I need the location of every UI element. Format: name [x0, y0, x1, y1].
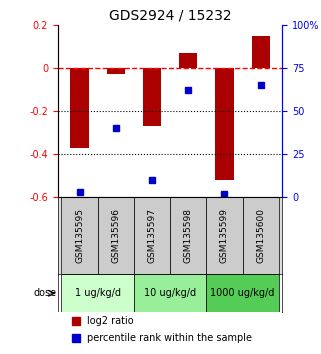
FancyBboxPatch shape: [61, 198, 98, 274]
FancyBboxPatch shape: [206, 198, 243, 274]
Text: dose: dose: [34, 288, 57, 298]
Bar: [107, 68, 125, 74]
FancyBboxPatch shape: [98, 198, 134, 274]
FancyBboxPatch shape: [243, 198, 279, 274]
FancyBboxPatch shape: [61, 274, 134, 312]
FancyBboxPatch shape: [206, 274, 279, 312]
Bar: [71, 68, 89, 148]
Bar: [215, 68, 234, 180]
Bar: [179, 53, 197, 68]
FancyBboxPatch shape: [134, 274, 206, 312]
Text: GSM135595: GSM135595: [75, 208, 84, 263]
Text: percentile rank within the sample: percentile rank within the sample: [87, 333, 252, 343]
Text: 1000 ug/kg/d: 1000 ug/kg/d: [211, 288, 275, 298]
Text: GSM135598: GSM135598: [184, 208, 193, 263]
FancyBboxPatch shape: [170, 198, 206, 274]
Text: log2 ratio: log2 ratio: [87, 316, 134, 326]
Text: GSM135597: GSM135597: [148, 208, 157, 263]
Text: GSM135600: GSM135600: [256, 208, 265, 263]
Title: GDS2924 / 15232: GDS2924 / 15232: [109, 8, 231, 22]
Text: GSM135599: GSM135599: [220, 208, 229, 263]
FancyBboxPatch shape: [134, 198, 170, 274]
Bar: [252, 35, 270, 68]
Bar: [143, 68, 161, 126]
Text: GSM135596: GSM135596: [111, 208, 120, 263]
Text: 1 ug/kg/d: 1 ug/kg/d: [75, 288, 121, 298]
Text: 10 ug/kg/d: 10 ug/kg/d: [144, 288, 196, 298]
